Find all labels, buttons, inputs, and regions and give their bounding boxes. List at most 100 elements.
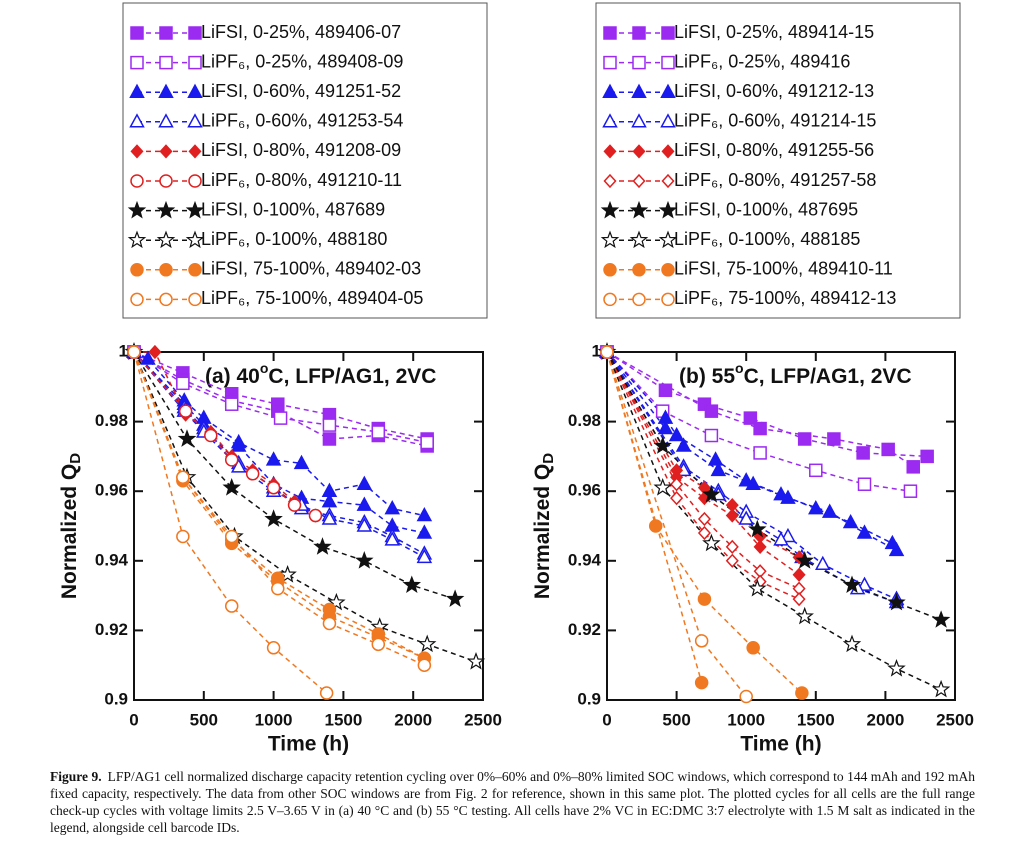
legend-marker — [159, 174, 173, 188]
data-point — [753, 421, 767, 436]
data-point — [287, 498, 302, 512]
legend-marker — [603, 26, 617, 40]
data-point — [738, 510, 754, 525]
data-point — [670, 477, 684, 492]
x-tick-label: 500 — [662, 710, 690, 729]
legend-label: LiPF₆, 0-100%, 488180 — [201, 229, 387, 249]
y-axis-label: Normalized QD — [58, 453, 84, 599]
legend-label: LiPF₆, 0-80%, 491257-58 — [674, 170, 876, 190]
series-line — [133, 351, 425, 555]
data-point — [371, 637, 386, 652]
data-point — [710, 461, 727, 477]
figure: LiFSI, 0-25%, 489406-07 LiPF₆, 0-25%, 489… — [58, 2, 974, 756]
caption-label: Figure 9. — [50, 769, 102, 784]
data-point — [653, 436, 672, 454]
data-point — [792, 567, 806, 582]
legend-marker — [631, 83, 647, 98]
data-point — [322, 432, 337, 446]
data-point — [658, 383, 673, 398]
data-point — [670, 491, 684, 506]
legend-marker — [631, 113, 647, 128]
data-point — [704, 428, 719, 443]
legend-label: LiPF₆, 75-100%, 489404-05 — [201, 288, 423, 308]
legend-marker — [660, 113, 676, 128]
x-tick-label: 0 — [602, 710, 611, 729]
legend-marker — [188, 55, 202, 70]
x-tick-label: 1000 — [727, 710, 765, 729]
data-point — [178, 404, 193, 418]
data-point — [808, 500, 824, 515]
legend-marker — [632, 144, 646, 159]
legend-marker — [188, 174, 202, 188]
data-point — [856, 446, 870, 460]
legend-marker — [188, 144, 202, 159]
data-point — [230, 458, 247, 473]
data-point — [748, 519, 767, 538]
legend-marker — [600, 200, 620, 219]
legend-label: LiPF₆, 0-80%, 491210-11 — [201, 170, 402, 190]
data-point — [356, 517, 373, 532]
legend-marker — [632, 173, 646, 189]
data-point — [702, 485, 721, 503]
data-point — [416, 524, 433, 539]
legend-marker — [127, 200, 147, 219]
legend-label: LiFSI, 0-100%, 487695 — [674, 199, 858, 219]
data-point — [265, 451, 282, 466]
legend-marker — [600, 230, 620, 249]
data-point — [356, 496, 373, 511]
legend-marker — [187, 113, 203, 128]
data-point — [725, 553, 739, 568]
legend-marker — [632, 55, 646, 70]
legend-marker — [159, 292, 173, 307]
x-tick-label: 2500 — [936, 710, 974, 729]
data-point — [725, 508, 739, 523]
x-axis-label: Time (h) — [268, 733, 349, 756]
legend-marker — [130, 55, 144, 70]
data-point — [322, 616, 337, 631]
data-point — [224, 529, 239, 544]
y-axis-label-sub: D — [67, 453, 84, 464]
data-point — [445, 589, 465, 608]
y-tick-label: 0.92 — [95, 620, 128, 639]
legend-marker — [185, 230, 205, 249]
data-point — [278, 564, 297, 583]
legend-label: LiFSI, 0-60%, 491212-13 — [674, 81, 874, 101]
y-tick-label: 0.92 — [568, 620, 601, 639]
legend-marker — [187, 83, 203, 98]
x-tick-label: 500 — [190, 710, 218, 729]
panel-title: (b) 55oC, LFP/AG1, 2VC — [679, 360, 912, 388]
legend-marker — [158, 83, 174, 98]
x-tick-label: 2000 — [866, 710, 904, 729]
data-point — [842, 575, 862, 593]
legend-marker — [129, 113, 145, 128]
legend-label: LiFSI, 75-100%, 489402-03 — [201, 259, 421, 279]
data-point — [176, 470, 190, 485]
data-point — [321, 493, 338, 508]
data-point — [230, 437, 247, 452]
legend-marker — [660, 83, 676, 98]
x-tick-label: 1500 — [324, 710, 362, 729]
data-point — [417, 658, 432, 672]
legend-marker — [188, 263, 202, 277]
legend-box — [122, 2, 488, 319]
legend-marker — [159, 26, 173, 40]
legend-label: LiPF₆, 0-25%, 489408-09 — [201, 51, 403, 71]
data-point — [600, 345, 614, 359]
legend-marker — [658, 200, 678, 219]
x-tick-label: 1500 — [797, 710, 835, 729]
legend-marker — [632, 292, 646, 307]
y-tick-label: 0.94 — [568, 550, 602, 569]
x-tick-label: 0 — [129, 710, 138, 729]
data-point — [127, 345, 141, 359]
data-point — [371, 425, 386, 439]
data-point — [384, 500, 401, 515]
data-point — [657, 419, 674, 435]
data-point — [795, 606, 814, 625]
panel-title-part: C, LFP/AG1, 2VC — [744, 365, 912, 388]
data-point — [204, 428, 218, 443]
data-point — [319, 686, 334, 700]
y-tick-label: 0.96 — [568, 481, 601, 500]
data-point — [931, 679, 951, 698]
legend-marker — [188, 26, 202, 40]
y-tick-label: 0.96 — [95, 481, 128, 500]
